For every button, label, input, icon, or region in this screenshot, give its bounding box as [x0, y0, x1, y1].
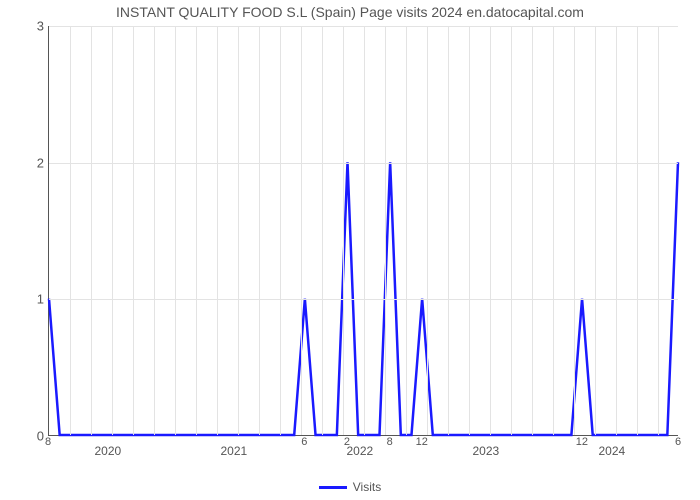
y-tick-label: 2 — [4, 155, 44, 170]
gridline-vertical — [532, 26, 533, 435]
gridline-vertical — [574, 26, 575, 435]
gridline-vertical — [133, 26, 134, 435]
chart-title: INSTANT QUALITY FOOD S.L (Spain) Page vi… — [0, 4, 700, 20]
gridline-vertical — [469, 26, 470, 435]
gridline-vertical — [427, 26, 428, 435]
legend-swatch — [319, 486, 347, 489]
gridline-vertical — [490, 26, 491, 435]
gridline-vertical — [238, 26, 239, 435]
gridline-vertical — [280, 26, 281, 435]
gridline-vertical — [301, 26, 302, 435]
gridline-vertical — [91, 26, 92, 435]
gridline-vertical — [343, 26, 344, 435]
point-value-label: 12 — [416, 436, 428, 448]
gridline-vertical — [70, 26, 71, 435]
point-value-label: 6 — [301, 436, 307, 448]
gridline-vertical — [385, 26, 386, 435]
gridline-vertical — [154, 26, 155, 435]
gridline-vertical — [322, 26, 323, 435]
gridline-vertical — [175, 26, 176, 435]
gridline-vertical — [658, 26, 659, 435]
point-value-label: 6 — [675, 436, 681, 448]
point-value-label: 2 — [344, 436, 350, 448]
gridline-vertical — [595, 26, 596, 435]
chart-container: INSTANT QUALITY FOOD S.L (Spain) Page vi… — [0, 0, 700, 500]
x-year-label: 2024 — [598, 444, 625, 458]
y-tick-label: 0 — [4, 429, 44, 444]
y-tick-label: 3 — [4, 19, 44, 34]
point-value-label: 8 — [45, 436, 51, 448]
gridline-vertical — [616, 26, 617, 435]
plot-area — [48, 26, 678, 436]
point-value-label: 8 — [387, 436, 393, 448]
x-year-label: 2021 — [220, 444, 247, 458]
gridline-vertical — [448, 26, 449, 435]
point-value-label: 12 — [576, 436, 588, 448]
legend-label: Visits — [353, 480, 381, 494]
legend: Visits — [0, 480, 700, 494]
gridline-vertical — [511, 26, 512, 435]
gridline-vertical — [217, 26, 218, 435]
x-year-label: 2020 — [94, 444, 121, 458]
x-year-label: 2022 — [346, 444, 373, 458]
x-year-label: 2023 — [472, 444, 499, 458]
gridline-vertical — [406, 26, 407, 435]
gridline-vertical — [196, 26, 197, 435]
gridline-vertical — [553, 26, 554, 435]
gridline-vertical — [637, 26, 638, 435]
gridline-vertical — [364, 26, 365, 435]
gridline-vertical — [112, 26, 113, 435]
gridline-vertical — [259, 26, 260, 435]
y-tick-label: 1 — [4, 292, 44, 307]
